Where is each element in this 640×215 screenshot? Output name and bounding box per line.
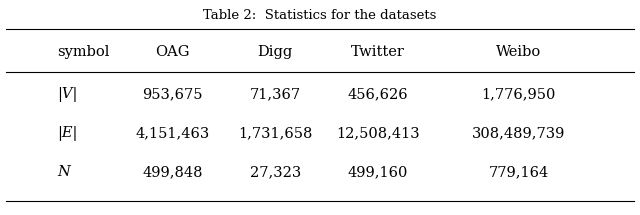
Text: Digg: Digg [257, 45, 293, 59]
Text: 499,848: 499,848 [143, 165, 203, 179]
Text: OAG: OAG [156, 45, 190, 59]
Text: 27,323: 27,323 [250, 165, 301, 179]
Text: 499,160: 499,160 [348, 165, 408, 179]
Text: Weibo: Weibo [496, 45, 541, 59]
Text: 4,151,463: 4,151,463 [136, 126, 210, 140]
Text: 12,508,413: 12,508,413 [336, 126, 419, 140]
Text: symbol: symbol [58, 45, 110, 59]
Text: 1,731,658: 1,731,658 [238, 126, 312, 140]
Text: 308,489,739: 308,489,739 [472, 126, 565, 140]
Text: Table 2:  Statistics for the datasets: Table 2: Statistics for the datasets [204, 9, 436, 22]
Text: 953,675: 953,675 [143, 88, 203, 102]
Text: 779,164: 779,164 [488, 165, 548, 179]
Text: 1,776,950: 1,776,950 [481, 88, 556, 102]
Text: N: N [58, 165, 70, 179]
Text: |V|: |V| [58, 87, 78, 102]
Text: 456,626: 456,626 [348, 88, 408, 102]
Text: 71,367: 71,367 [250, 88, 301, 102]
Text: Twitter: Twitter [351, 45, 404, 59]
Text: |E|: |E| [58, 126, 78, 141]
